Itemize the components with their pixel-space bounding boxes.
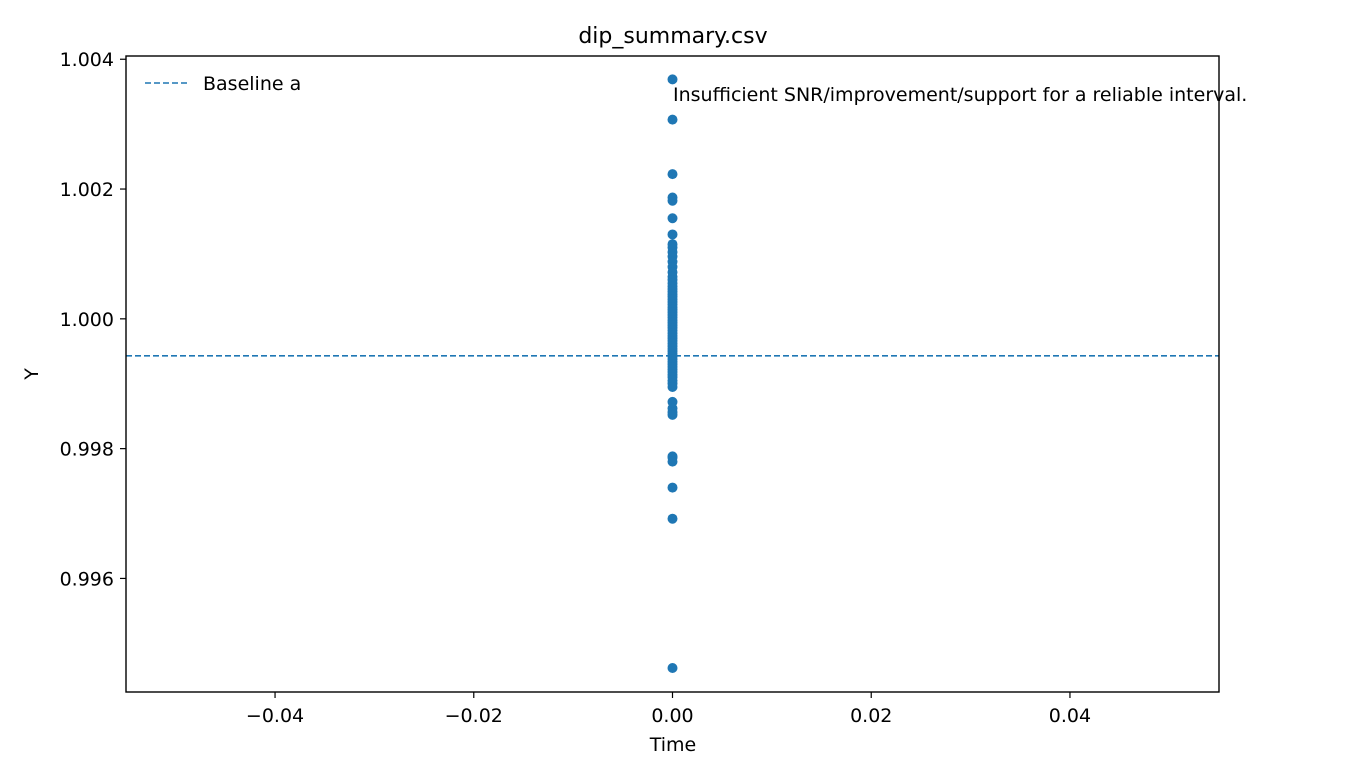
data-point (667, 229, 678, 240)
legend: Baseline a (145, 73, 301, 95)
y-tick-label: 1.000 (60, 309, 114, 331)
x-tick-label: 0.00 (651, 705, 693, 727)
annotation-text: Insufficient SNR/improvement/support for… (673, 84, 1247, 106)
x-tick-label: −0.04 (246, 705, 304, 727)
data-point (667, 213, 678, 224)
y-tick-label: 1.002 (60, 179, 114, 201)
x-tick-label: 0.04 (1049, 705, 1091, 727)
data-point (667, 513, 678, 524)
data-point (667, 114, 678, 125)
data-point (667, 195, 678, 206)
data-point (667, 381, 678, 392)
data-point (667, 74, 678, 85)
y-tick-label: 0.996 (60, 568, 114, 590)
y-axis-label: Y (21, 368, 43, 381)
chart-title: dip_summary.csv (578, 24, 767, 49)
y-tick-label: 0.998 (60, 439, 114, 461)
data-point (667, 456, 678, 467)
data-point (667, 662, 678, 673)
data-point (667, 409, 678, 420)
data-point (667, 482, 678, 493)
plot-marks (126, 74, 1219, 673)
legend-baseline-label: Baseline a (203, 73, 301, 95)
x-tick-label: −0.02 (445, 705, 503, 727)
x-tick-label: 0.02 (850, 705, 892, 727)
y-axis-ticks: 0.996 0.998 1.000 1.002 1.004 (60, 49, 126, 590)
y-tick-label: 1.004 (60, 49, 114, 71)
data-point (667, 169, 678, 180)
x-axis-label: Time (649, 734, 697, 756)
data-point (667, 239, 678, 250)
x-axis-ticks: −0.04 −0.02 0.00 0.02 0.04 (246, 692, 1091, 727)
